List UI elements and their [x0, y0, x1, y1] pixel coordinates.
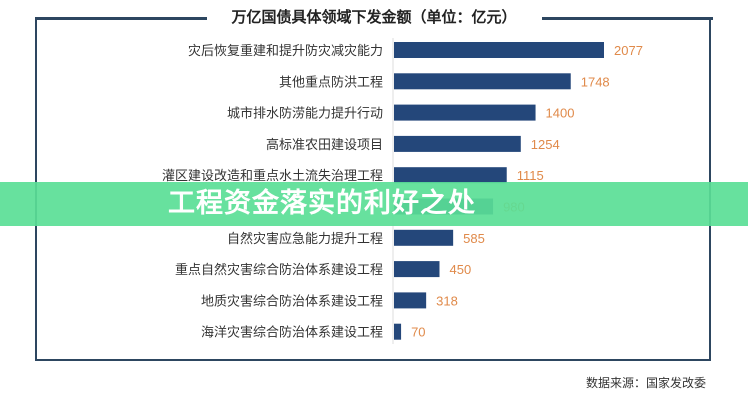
value-label: 450 — [449, 262, 471, 277]
value-label: 1115 — [517, 168, 544, 183]
bar — [394, 42, 604, 58]
category-label: 自然灾害应急能力提升工程 — [227, 231, 383, 247]
category-label: 城市排水防涝能力提升行动 — [227, 106, 383, 122]
bar — [394, 104, 536, 121]
bar — [394, 261, 440, 278]
category-label: 海洋灾害综合防治体系建设工程 — [201, 325, 383, 341]
category-label: 其他重点防洪工程 — [279, 74, 383, 90]
value-label: 1748 — [581, 74, 610, 89]
value-label: 585 — [463, 231, 485, 246]
chart-title-text: 万亿国债具体领域下发金额（单位：亿元） — [221, 8, 527, 26]
value-label: 1254 — [531, 137, 560, 152]
bar — [394, 292, 427, 309]
data-source: 数据来源：国家发改委 — [585, 376, 706, 390]
category-label: 灾后恢复重建和提升防灾减灾能力 — [188, 43, 383, 59]
bar — [394, 229, 454, 246]
category-label: 地质灾害综合防治体系建设工程 — [201, 293, 383, 309]
frame-top-right — [542, 17, 713, 20]
chart-title: 万亿国债具体领域下发金额（单位：亿元） — [0, 6, 748, 27]
frame-top-left — [35, 17, 207, 20]
category-label: 重点自然灾害综合防治体系建设工程 — [175, 262, 383, 278]
bar — [394, 135, 521, 152]
value-label: 1400 — [546, 106, 575, 121]
value-label: 70 — [411, 325, 425, 340]
bar — [394, 73, 571, 90]
category-label: 灌区建设改造和重点水土流失治理工程 — [162, 168, 383, 184]
banner-text: 工程资金落实的利好之处 — [168, 188, 476, 219]
bar — [394, 323, 402, 340]
overlay-banner: 工程资金落实的利好之处 — [0, 182, 748, 226]
category-label: 高标准农田建设项目 — [266, 137, 383, 153]
value-label: 318 — [436, 293, 458, 308]
bar — [394, 167, 507, 184]
value-label: 2077 — [614, 43, 643, 58]
